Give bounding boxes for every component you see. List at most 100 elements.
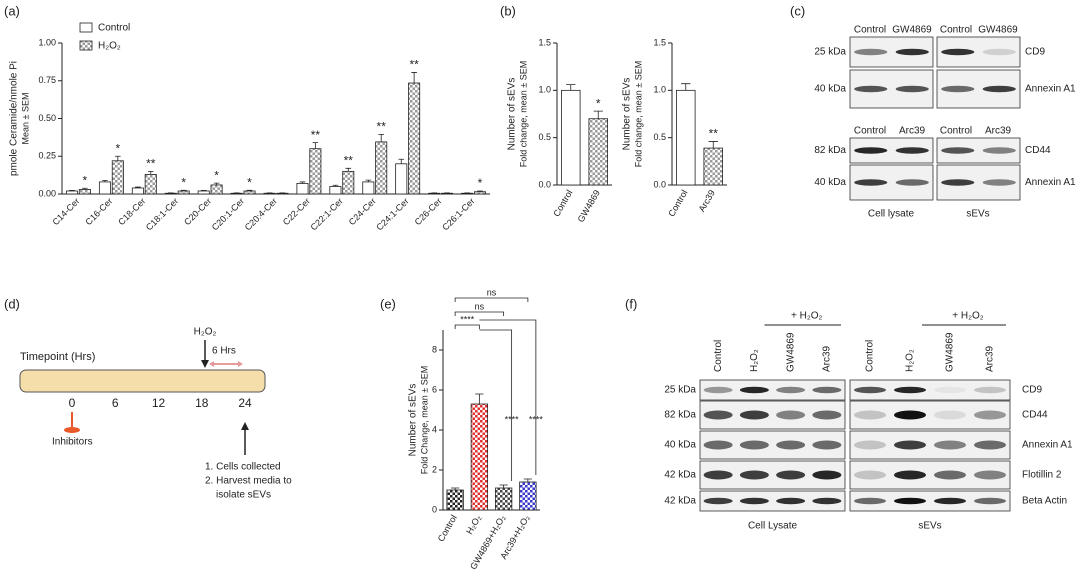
blot-band	[894, 386, 926, 394]
comparison-bracket	[479, 329, 513, 481]
blot-band	[854, 497, 886, 505]
y-tick-label: 0	[432, 504, 437, 514]
blot-band	[895, 147, 929, 154]
error-bar	[365, 179, 372, 182]
legend-label: Control	[98, 23, 130, 34]
step-label: 1. Cells collected	[205, 462, 281, 473]
blot-band	[934, 497, 966, 505]
bar	[177, 190, 190, 195]
timeline-tick: 24	[238, 396, 252, 410]
comparison-bracket	[479, 319, 537, 475]
blot-band	[934, 470, 966, 480]
size-label: 25 kDa	[814, 47, 846, 58]
error-bar	[213, 182, 220, 185]
y-tick-label: 0.0	[653, 179, 666, 189]
blot-band	[854, 386, 886, 394]
bar	[703, 147, 724, 186]
bar	[296, 183, 309, 195]
bar	[395, 163, 408, 195]
bar	[164, 192, 177, 195]
error-bar	[475, 393, 484, 404]
blot-footer: sEVs	[918, 521, 941, 532]
blot-band	[934, 410, 966, 420]
error-bar	[566, 84, 576, 91]
bar	[588, 118, 609, 186]
comparison-label: ****	[529, 414, 544, 424]
bar	[362, 181, 375, 195]
panel-label: (f)	[625, 296, 637, 311]
lane-label: Control	[940, 25, 972, 36]
protein-label: CD9	[1025, 47, 1045, 58]
significance: *	[214, 168, 219, 182]
error-bar	[398, 158, 405, 164]
blot-band	[982, 48, 1016, 56]
protein-label: CD44	[1025, 145, 1051, 156]
lane-label: GW4869	[892, 25, 932, 36]
x-tick-label: C24-Cer	[347, 196, 378, 227]
bar	[263, 192, 276, 195]
error-bar	[451, 487, 460, 490]
significance: *	[247, 175, 252, 189]
blot-band	[941, 147, 975, 154]
error-bar	[708, 141, 718, 149]
y-tick-label: 0.0	[538, 179, 551, 189]
blot-band	[941, 85, 975, 93]
bar	[309, 148, 322, 195]
blot-band	[703, 470, 733, 480]
panel-label: (e)	[380, 296, 396, 311]
blot-band	[854, 410, 886, 420]
bar	[111, 160, 124, 195]
blot-band	[854, 48, 888, 56]
comparison-label: ns	[487, 287, 497, 297]
x-tick-label: C26-Cer	[413, 196, 444, 227]
bar	[408, 82, 421, 195]
error-bar	[102, 180, 108, 182]
blot-band	[739, 386, 769, 394]
blot-band	[974, 386, 1006, 394]
x-tick-label: C20:1-Cer	[210, 196, 246, 232]
bar	[375, 141, 388, 195]
blot-band	[776, 410, 806, 420]
lane-label: H₂O₂	[749, 349, 760, 372]
treatment-label: H₂O₂	[194, 327, 217, 338]
x-tick-label: Control	[436, 513, 459, 543]
x-tick-label: Arc39	[697, 188, 717, 213]
error-bar	[477, 190, 483, 192]
error-bar	[332, 184, 339, 187]
blot-band	[854, 85, 888, 93]
blot-band	[703, 497, 733, 505]
blot-band	[894, 410, 926, 420]
blot-footer: sEVs	[966, 209, 989, 220]
x-tick-label: C20:4-Cer	[243, 196, 279, 232]
lane-label: Control	[865, 340, 876, 372]
y-tick-label: 0.00	[38, 188, 56, 198]
blot-band	[776, 470, 806, 480]
y-tick-label: 0.25	[38, 151, 56, 161]
error-bar	[246, 189, 253, 191]
blot-band	[812, 386, 842, 394]
bar	[230, 192, 243, 195]
blot-band	[854, 179, 888, 186]
significance: *	[181, 175, 186, 189]
y-tick-label: 0.5	[653, 132, 666, 142]
blot-band	[703, 440, 733, 450]
blot-band	[776, 497, 806, 505]
size-label: 25 kDa	[664, 385, 696, 396]
blot-band	[974, 497, 1006, 505]
error-bar	[115, 155, 121, 161]
x-tick-label: C22-Cer	[281, 196, 312, 227]
y-tick-label: 4	[432, 424, 437, 434]
size-label: 40 kDa	[814, 84, 846, 95]
bar	[131, 187, 144, 195]
blot-band	[894, 440, 926, 450]
significance: **	[709, 127, 719, 141]
lane-label: Control	[713, 340, 724, 372]
bar	[446, 489, 464, 511]
bar	[470, 403, 489, 511]
x-tick-label: C22:1-Cer	[309, 196, 345, 232]
significance: *	[478, 176, 483, 190]
error-bar	[345, 167, 352, 172]
y-axis-label: Mean ± SEM	[20, 93, 30, 145]
blot-band	[895, 85, 929, 93]
